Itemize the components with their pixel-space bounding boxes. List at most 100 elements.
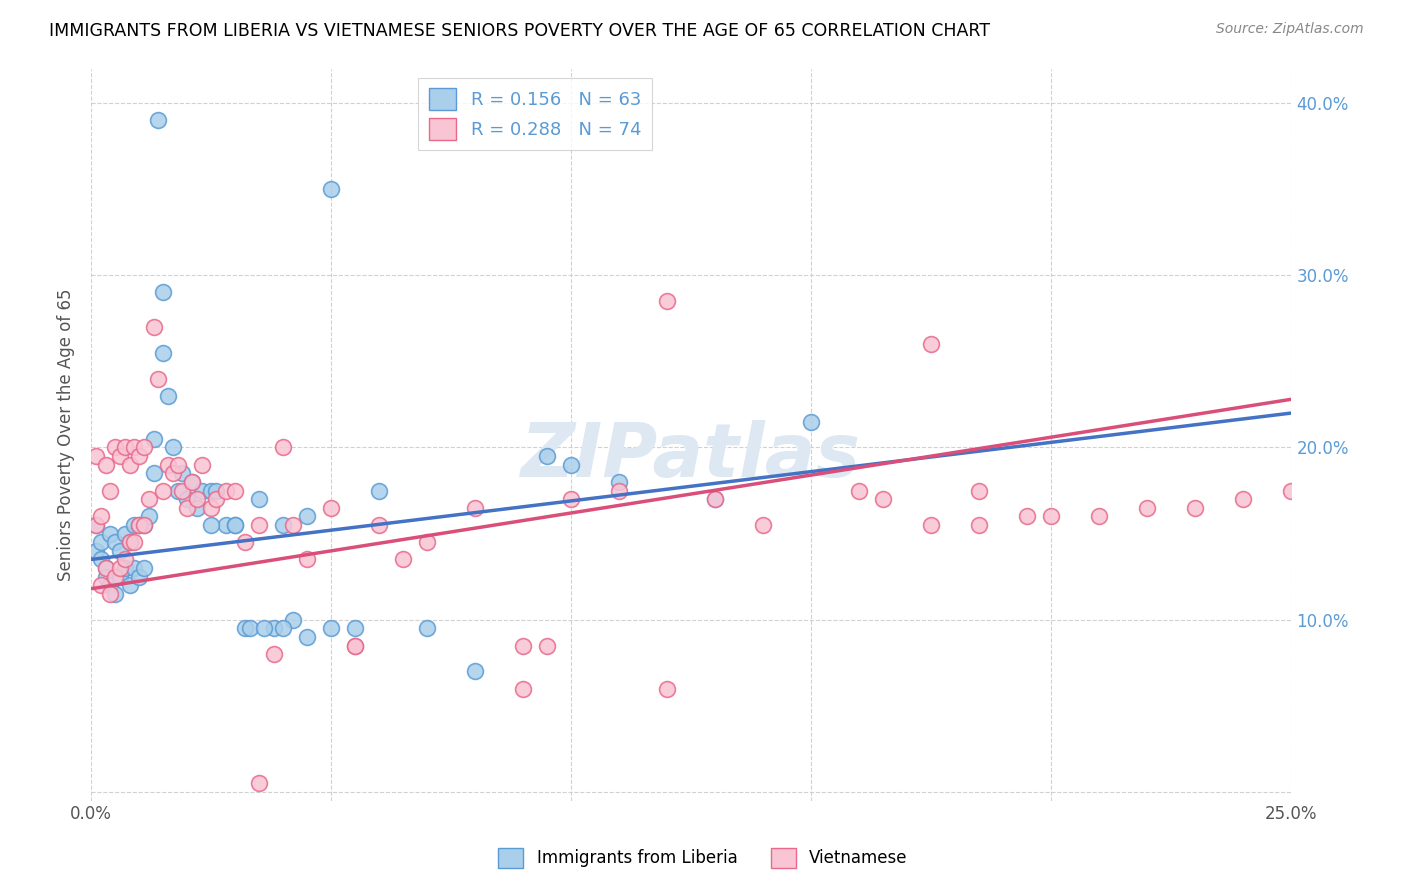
- Point: [205, 483, 228, 498]
- Point: [166, 458, 188, 472]
- Point: [704, 492, 727, 507]
- Point: [190, 483, 212, 498]
- Point: [94, 561, 117, 575]
- Point: [118, 535, 141, 549]
- Point: [186, 492, 208, 507]
- Point: [271, 518, 294, 533]
- Point: [321, 621, 343, 635]
- Point: [344, 639, 367, 653]
- Text: Source: ZipAtlas.com: Source: ZipAtlas.com: [1216, 22, 1364, 37]
- Point: [148, 113, 170, 128]
- Point: [124, 561, 146, 575]
- Point: [416, 535, 439, 549]
- Point: [1017, 509, 1039, 524]
- Point: [800, 415, 823, 429]
- Point: [281, 518, 304, 533]
- Text: IMMIGRANTS FROM LIBERIA VS VIETNAMESE SENIORS POVERTY OVER THE AGE OF 65 CORRELA: IMMIGRANTS FROM LIBERIA VS VIETNAMESE SE…: [49, 22, 990, 40]
- Point: [108, 570, 131, 584]
- Point: [1136, 500, 1159, 515]
- Point: [536, 449, 558, 463]
- Point: [920, 518, 942, 533]
- Point: [142, 319, 165, 334]
- Point: [104, 535, 127, 549]
- Point: [1281, 483, 1303, 498]
- Point: [233, 621, 256, 635]
- Point: [84, 518, 107, 533]
- Point: [162, 441, 184, 455]
- Point: [94, 561, 117, 575]
- Point: [166, 483, 188, 498]
- Point: [132, 561, 155, 575]
- Point: [114, 561, 136, 575]
- Point: [156, 458, 179, 472]
- Point: [108, 449, 131, 463]
- Point: [104, 570, 127, 584]
- Point: [536, 639, 558, 653]
- Point: [321, 500, 343, 515]
- Point: [98, 483, 121, 498]
- Point: [848, 483, 870, 498]
- Legend: Immigrants from Liberia, Vietnamese: Immigrants from Liberia, Vietnamese: [492, 841, 914, 875]
- Point: [969, 483, 991, 498]
- Point: [156, 389, 179, 403]
- Point: [114, 526, 136, 541]
- Point: [124, 518, 146, 533]
- Point: [657, 681, 679, 696]
- Point: [152, 345, 174, 359]
- Point: [607, 483, 630, 498]
- Point: [90, 535, 112, 549]
- Point: [607, 475, 630, 489]
- Point: [84, 544, 107, 558]
- Point: [200, 483, 222, 498]
- Point: [200, 500, 222, 515]
- Point: [247, 518, 270, 533]
- Point: [920, 337, 942, 351]
- Point: [128, 570, 150, 584]
- Point: [90, 552, 112, 566]
- Point: [138, 509, 160, 524]
- Point: [214, 518, 236, 533]
- Point: [1184, 500, 1206, 515]
- Point: [124, 535, 146, 549]
- Point: [98, 587, 121, 601]
- Point: [392, 552, 415, 566]
- Point: [152, 285, 174, 300]
- Point: [704, 492, 727, 507]
- Point: [368, 483, 391, 498]
- Point: [118, 578, 141, 592]
- Point: [657, 294, 679, 309]
- Point: [132, 518, 155, 533]
- Point: [416, 621, 439, 635]
- Point: [132, 441, 155, 455]
- Point: [263, 647, 285, 661]
- Point: [1232, 492, 1254, 507]
- Point: [98, 578, 121, 592]
- Point: [1088, 509, 1111, 524]
- Point: [128, 518, 150, 533]
- Point: [263, 621, 285, 635]
- Point: [344, 621, 367, 635]
- Point: [239, 621, 262, 635]
- Legend: R = 0.156   N = 63, R = 0.288   N = 74: R = 0.156 N = 63, R = 0.288 N = 74: [419, 78, 652, 151]
- Point: [108, 561, 131, 575]
- Point: [872, 492, 894, 507]
- Point: [118, 458, 141, 472]
- Text: ZIPatlas: ZIPatlas: [522, 420, 862, 493]
- Point: [224, 518, 246, 533]
- Point: [200, 518, 222, 533]
- Point: [1040, 509, 1063, 524]
- Point: [114, 441, 136, 455]
- Point: [512, 639, 534, 653]
- Point: [90, 509, 112, 524]
- Point: [271, 441, 294, 455]
- Point: [162, 467, 184, 481]
- Point: [560, 458, 582, 472]
- Point: [142, 467, 165, 481]
- Point: [98, 526, 121, 541]
- Point: [118, 535, 141, 549]
- Point: [190, 458, 212, 472]
- Point: [94, 570, 117, 584]
- Point: [104, 441, 127, 455]
- Point: [205, 492, 228, 507]
- Point: [969, 518, 991, 533]
